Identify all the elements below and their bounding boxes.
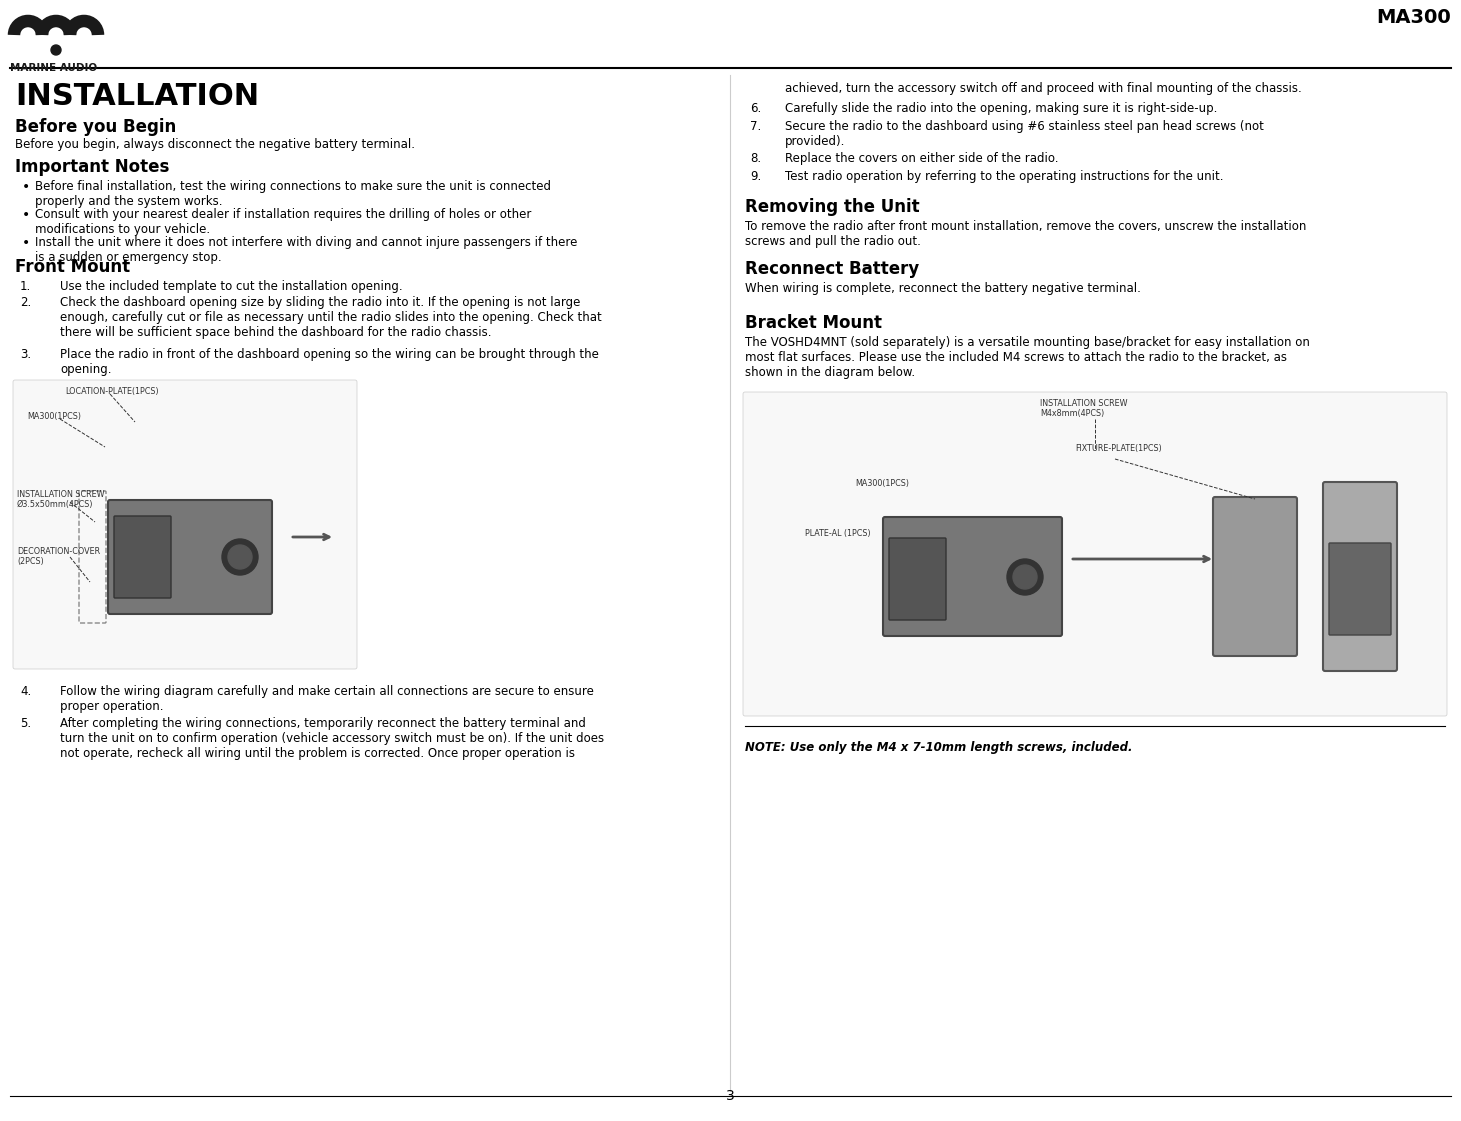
Text: 3: 3 [726,1088,735,1103]
Text: 5.: 5. [20,717,31,730]
Circle shape [1012,565,1037,589]
Text: MARINE AUDIO: MARINE AUDIO [10,63,96,73]
Circle shape [1007,559,1043,595]
Text: LOCATION-PLATE(1PCS): LOCATION-PLATE(1PCS) [64,387,159,396]
FancyBboxPatch shape [114,516,171,597]
Text: 2.: 2. [20,296,31,309]
Text: DECORATION-COVER
(2PCS): DECORATION-COVER (2PCS) [18,547,101,566]
FancyBboxPatch shape [1330,543,1391,634]
Circle shape [228,545,251,569]
Text: PLATE-AL (1PCS): PLATE-AL (1PCS) [805,529,871,538]
Text: FIXTURE-PLATE(1PCS): FIXTURE-PLATE(1PCS) [1075,444,1161,453]
Text: The VOSHD4MNT (sold separately) is a versatile mounting base/bracket for easy in: The VOSHD4MNT (sold separately) is a ver… [745,336,1311,379]
Text: To remove the radio after front mount installation, remove the covers, unscrew t: To remove the radio after front mount in… [745,220,1306,248]
Text: After completing the wiring connections, temporarily reconnect the battery termi: After completing the wiring connections,… [60,717,605,760]
Text: When wiring is complete, reconnect the battery negative terminal.: When wiring is complete, reconnect the b… [745,282,1141,295]
Text: Important Notes: Important Notes [15,158,169,176]
Text: achieved, turn the accessory switch off and proceed with final mounting of the c: achieved, turn the accessory switch off … [785,82,1302,95]
Text: 3.: 3. [20,348,31,361]
Text: 9.: 9. [749,170,761,183]
Text: 8.: 8. [749,152,761,165]
Text: Install the unit where it does not interfere with diving and cannot injure passe: Install the unit where it does not inter… [35,237,577,265]
Circle shape [51,45,61,55]
Text: 7.: 7. [749,120,761,133]
Text: Before final installation, test the wiring connections to make sure the unit is : Before final installation, test the wiri… [35,180,551,209]
Text: Test radio operation by referring to the operating instructions for the unit.: Test radio operation by referring to the… [785,170,1223,183]
Text: Replace the covers on either side of the radio.: Replace the covers on either side of the… [785,152,1059,165]
Text: MA300: MA300 [1376,8,1451,27]
Text: Front Mount: Front Mount [15,258,130,276]
Text: •: • [22,209,31,222]
Text: Secure the radio to the dashboard using #6 stainless steel pan head screws (not
: Secure the radio to the dashboard using … [785,120,1264,148]
Text: 4.: 4. [20,685,31,698]
Text: •: • [22,180,31,194]
Text: Check the dashboard opening size by sliding the radio into it. If the opening is: Check the dashboard opening size by slid… [60,296,602,339]
Text: 6.: 6. [749,102,761,115]
Text: Bracket Mount: Bracket Mount [745,314,882,332]
FancyBboxPatch shape [882,517,1062,636]
Text: Follow the wiring diagram carefully and make certain all connections are secure : Follow the wiring diagram carefully and … [60,685,593,713]
Text: INSTALLATION SCREW
Ø3.5x50mm(4PCS): INSTALLATION SCREW Ø3.5x50mm(4PCS) [18,490,105,509]
Text: Before you Begin: Before you Begin [15,118,177,136]
FancyBboxPatch shape [888,538,947,620]
Text: Use the included template to cut the installation opening.: Use the included template to cut the ins… [60,280,403,293]
Text: INSTALLATION: INSTALLATION [15,82,259,111]
Circle shape [222,539,259,575]
Text: Carefully slide the radio into the opening, making sure it is right-side-up.: Carefully slide the radio into the openi… [785,102,1217,115]
FancyBboxPatch shape [13,380,356,669]
Text: MA300(1PCS): MA300(1PCS) [855,479,909,488]
Text: Consult with your nearest dealer if installation requires the drilling of holes : Consult with your nearest dealer if inst… [35,209,532,237]
Text: Before you begin, always disconnect the negative battery terminal.: Before you begin, always disconnect the … [15,138,415,151]
FancyBboxPatch shape [1324,482,1397,671]
Text: Removing the Unit: Removing the Unit [745,198,919,216]
Text: •: • [22,237,31,250]
Text: 1.: 1. [20,280,31,293]
Text: INSTALLATION SCREW
M4x8mm(4PCS): INSTALLATION SCREW M4x8mm(4PCS) [1040,399,1128,418]
FancyBboxPatch shape [744,392,1446,716]
FancyBboxPatch shape [1213,497,1297,656]
Text: MA300(1PCS): MA300(1PCS) [26,413,80,421]
Text: Place the radio in front of the dashboard opening so the wiring can be brought t: Place the radio in front of the dashboar… [60,348,599,376]
Text: Reconnect Battery: Reconnect Battery [745,260,919,278]
Text: NOTE: Use only the M4 x 7-10mm length screws, included.: NOTE: Use only the M4 x 7-10mm length sc… [745,741,1132,754]
FancyBboxPatch shape [108,500,272,614]
